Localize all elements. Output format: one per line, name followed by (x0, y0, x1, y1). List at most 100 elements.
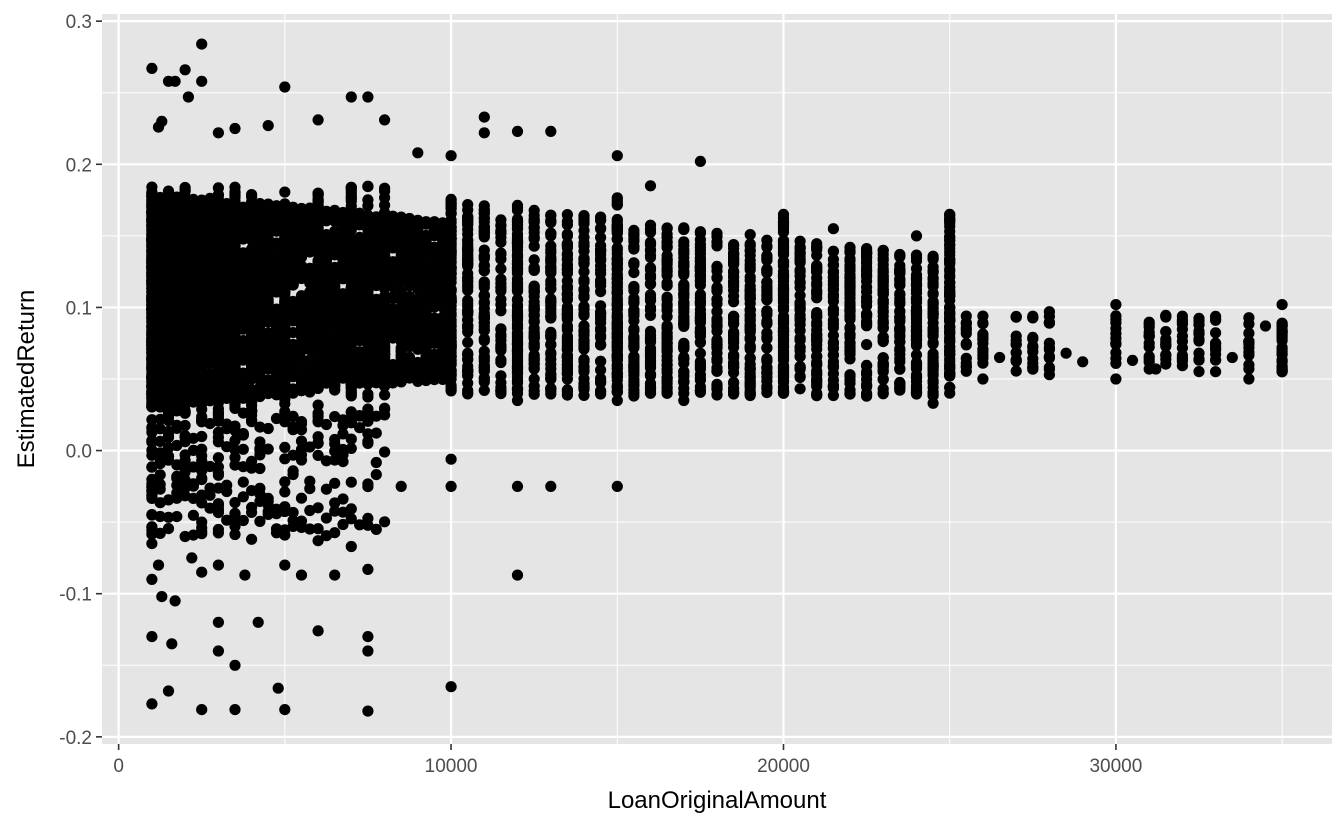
data-point (794, 370, 806, 382)
data-point (910, 263, 923, 275)
data-point (628, 230, 640, 242)
data-point (462, 258, 474, 270)
data-point (387, 316, 399, 328)
data-point (295, 212, 308, 224)
data-point (545, 230, 557, 242)
data-point (254, 219, 266, 231)
data-point (246, 246, 258, 258)
data-point (320, 286, 332, 298)
data-point (295, 242, 308, 254)
data-point (462, 388, 474, 400)
data-point (528, 310, 540, 322)
data-point (761, 250, 773, 262)
data-point (894, 250, 906, 262)
data-point (678, 376, 690, 389)
data-point (561, 239, 574, 251)
data-point (728, 386, 740, 398)
data-point (528, 331, 540, 343)
data-point (811, 262, 823, 274)
data-point (545, 348, 557, 360)
data-point (794, 345, 806, 357)
data-point (304, 312, 316, 324)
data-point (761, 234, 773, 246)
data-point (644, 249, 657, 261)
data-point (329, 306, 341, 318)
data-point (420, 277, 432, 290)
data-point (661, 327, 673, 340)
data-point (478, 317, 490, 329)
data-point (910, 307, 923, 319)
data-point (811, 311, 823, 323)
data-point (428, 328, 440, 340)
data-point (877, 357, 889, 369)
data-point (462, 336, 474, 348)
data-point (412, 356, 424, 369)
data-point (628, 323, 640, 335)
data-point (661, 304, 673, 317)
data-point (678, 236, 690, 248)
data-point (761, 294, 773, 306)
data-point (395, 345, 407, 357)
data-point (295, 324, 308, 336)
data-point (811, 351, 823, 363)
data-point (437, 283, 449, 295)
data-point (495, 293, 507, 305)
data-point (827, 349, 840, 361)
data-point (437, 311, 449, 323)
data-point (661, 222, 673, 234)
data-point (827, 245, 840, 257)
data-point (171, 233, 183, 245)
data-point (395, 267, 407, 279)
data-point (403, 249, 416, 261)
data-point (678, 278, 690, 290)
data-point (428, 241, 440, 253)
data-point (528, 213, 540, 226)
data-point (644, 348, 657, 360)
data-point (761, 371, 773, 384)
data-point (728, 310, 740, 323)
data-point (910, 363, 923, 375)
data-point (761, 305, 773, 318)
data-point (420, 289, 432, 301)
data-point (811, 373, 823, 385)
data-point (578, 329, 590, 341)
data-point (927, 272, 939, 284)
data-point (894, 296, 906, 308)
data-point (894, 336, 906, 348)
data-point (262, 306, 274, 319)
data-point (877, 374, 889, 386)
data-point (595, 339, 607, 351)
data-point (628, 353, 640, 365)
data-point (295, 251, 308, 263)
data-point (661, 363, 673, 375)
data-point (412, 311, 424, 323)
data-point (179, 359, 191, 371)
data-point (412, 283, 424, 295)
data-point (827, 259, 840, 271)
data-point (644, 277, 657, 290)
data-point (661, 342, 673, 354)
data-point (462, 272, 474, 284)
data-point (545, 372, 557, 385)
data-point (329, 248, 341, 261)
data-point (262, 223, 274, 236)
data-point (628, 243, 640, 255)
data-point (578, 382, 590, 394)
data-point (478, 289, 490, 301)
data-point (761, 266, 773, 279)
data-point (295, 363, 308, 375)
data-point (329, 383, 341, 396)
data-point (437, 234, 449, 246)
data-point (528, 358, 540, 370)
data-point (528, 254, 540, 266)
data-point (694, 226, 707, 238)
data-point (171, 250, 183, 262)
data-point (578, 276, 590, 288)
data-point (927, 338, 939, 350)
data-point (644, 370, 657, 382)
data-point (644, 239, 657, 251)
data-point (794, 319, 806, 331)
data-point (844, 344, 856, 356)
data-point (761, 327, 773, 339)
